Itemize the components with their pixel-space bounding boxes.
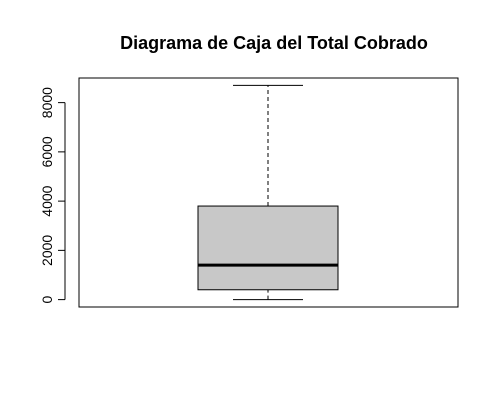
y-tick-label: 8000: [39, 87, 55, 118]
y-tick-label: 6000: [39, 136, 55, 167]
y-axis: 0 2000 4000 6000 8000: [39, 87, 66, 304]
box-plot: [197, 84, 339, 301]
y-tick-label: 0: [39, 296, 55, 304]
y-tick-label: 2000: [39, 235, 55, 266]
chart-title: Diagrama de Caja del Total Cobrado: [120, 33, 428, 53]
y-tick-label: 4000: [39, 185, 55, 216]
plot-frame: [78, 77, 459, 308]
iqr-box: [197, 205, 339, 291]
